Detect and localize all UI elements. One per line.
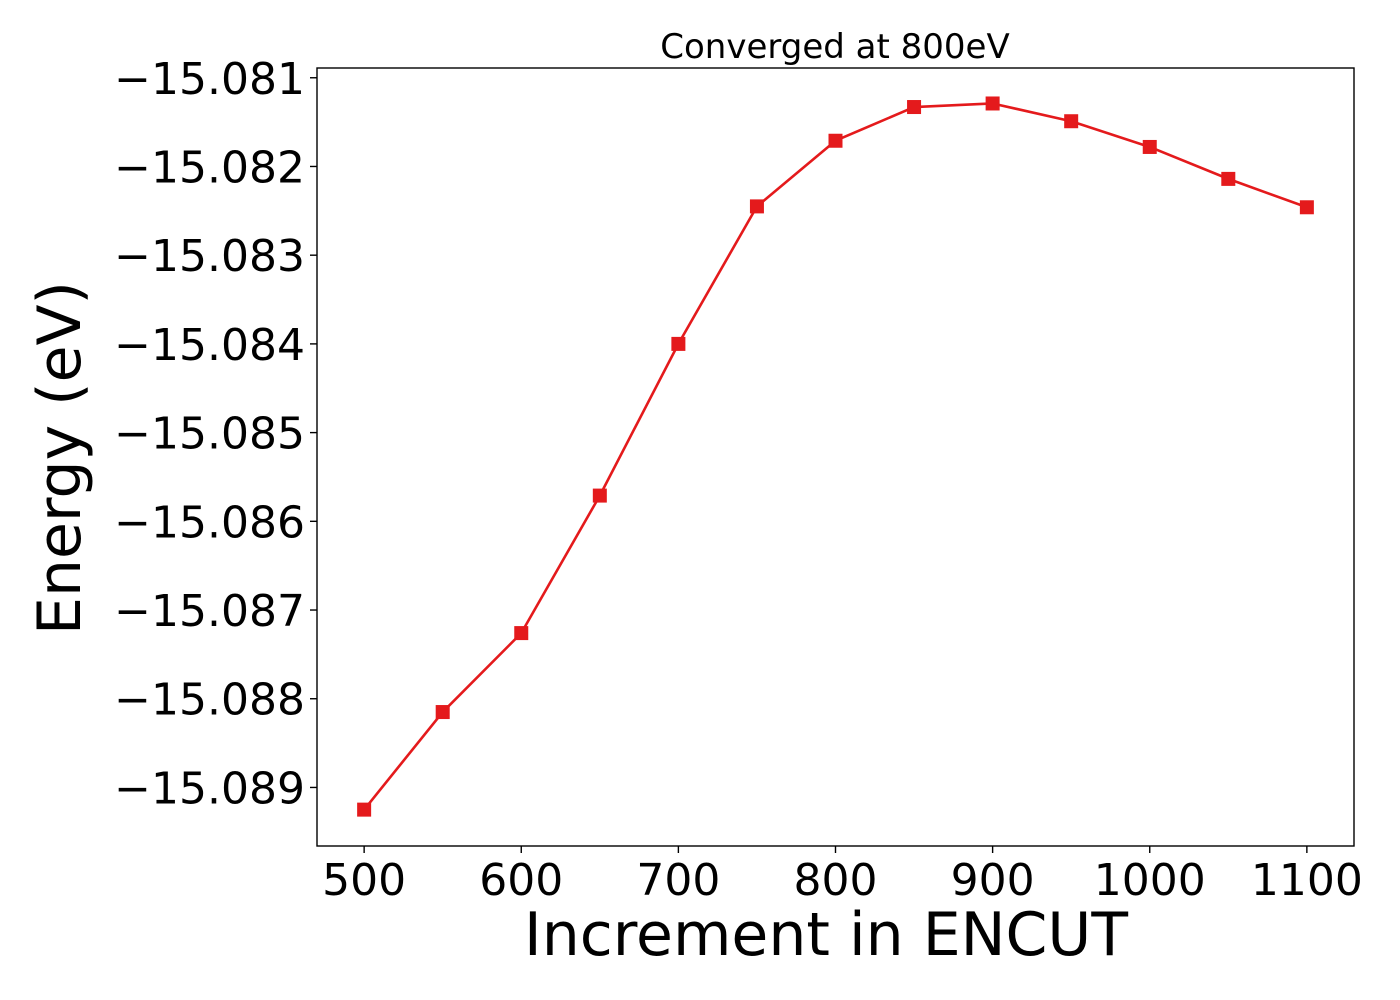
data-point-marker <box>985 96 1000 111</box>
data-point-marker <box>828 133 843 148</box>
chart-title: Converged at 800eV <box>660 27 1009 67</box>
y-tick-label: −15.085 <box>114 409 305 460</box>
data-point-marker <box>671 336 686 351</box>
y-tick-label: −15.082 <box>114 142 305 193</box>
plot-series <box>357 96 1314 817</box>
data-point-marker <box>435 705 450 720</box>
data-point-marker <box>357 802 372 817</box>
y-tick-label: −15.081 <box>114 54 305 105</box>
y-tick-label: −15.084 <box>114 320 305 371</box>
x-tick-label: 700 <box>636 855 720 906</box>
x-axis-label: Increment in ENCUT <box>524 900 1128 970</box>
y-tick-label: −15.086 <box>114 497 305 548</box>
x-tick-label: 500 <box>322 855 406 906</box>
y-tick-label: −15.088 <box>114 675 305 726</box>
data-point-marker <box>592 488 607 503</box>
x-axis-ticks: 500 600 700 800 900 1000 1100 <box>322 846 1363 906</box>
x-tick-label: 900 <box>951 855 1035 906</box>
data-point-marker <box>1221 171 1236 186</box>
x-tick-label: 1000 <box>1094 855 1206 906</box>
x-tick-label: 800 <box>794 855 878 906</box>
data-point-marker <box>514 626 529 641</box>
data-point-marker <box>1299 200 1314 215</box>
y-tick-label: −15.089 <box>114 763 305 814</box>
data-point-marker <box>907 100 922 115</box>
data-point-marker <box>1064 114 1079 129</box>
data-point-marker <box>749 199 764 214</box>
x-tick-label: 600 <box>479 855 563 906</box>
plot-frame <box>316 67 1355 847</box>
y-axis-label: Energy (eV) <box>25 281 95 635</box>
data-point-marker <box>1142 139 1157 154</box>
series-line <box>363 102 1308 811</box>
y-tick-label: −15.083 <box>114 231 305 282</box>
x-tick-label: 1100 <box>1251 855 1363 906</box>
y-axis-ticks: −15.081 −15.082 −15.083 −15.084 −15.085 −15.0… <box>114 54 317 814</box>
y-tick-label: −15.087 <box>114 586 305 637</box>
